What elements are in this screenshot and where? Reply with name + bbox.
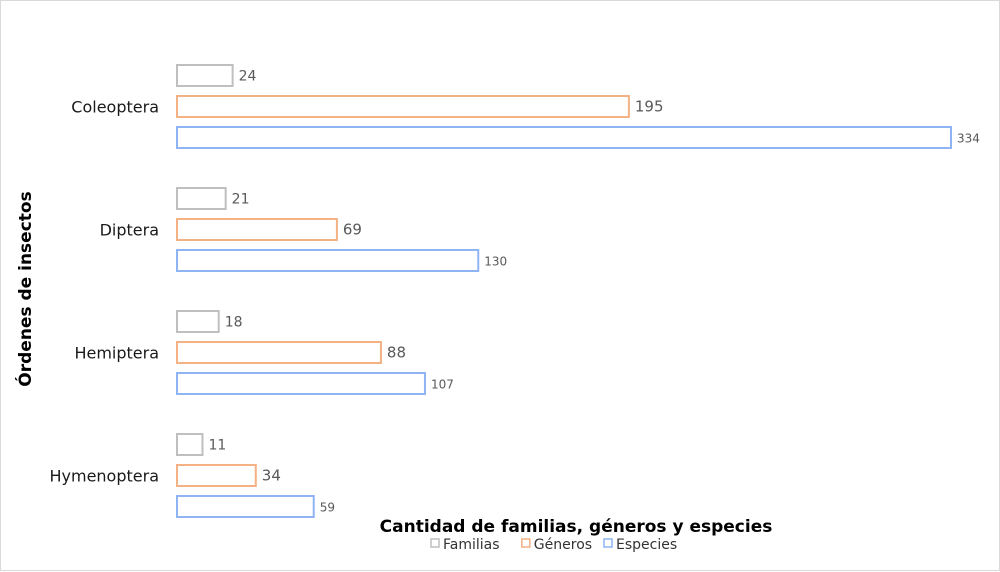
bar-especies-coleoptera (176, 126, 952, 149)
bar-especies-hymenoptera (176, 495, 315, 518)
bar-generos-coleoptera (176, 95, 630, 118)
category-label-coleoptera: Coleoptera (71, 98, 159, 117)
data-label-generos-hymenoptera: 34 (262, 467, 281, 485)
legend: Familias Géneros Especies (430, 537, 677, 553)
data-labels: 24 195 334 21 69 130 18 88 107 11 34 59 (208, 69, 979, 515)
data-label-generos-hemiptera: 88 (387, 344, 406, 362)
data-label-especies-coleoptera: 334 (957, 132, 980, 146)
data-label-familias-hymenoptera: 11 (208, 438, 226, 454)
legend-label-familias: Familias (443, 537, 500, 553)
bar-familias-coleoptera (176, 64, 234, 87)
data-label-familias-coleoptera: 24 (239, 69, 257, 85)
data-label-familias-diptera: 21 (232, 192, 250, 208)
category-label-hymenoptera: Hymenoptera (49, 467, 159, 486)
legend-swatch-especies (603, 538, 613, 548)
bar-generos-diptera (176, 218, 338, 241)
bars-layer (176, 64, 952, 518)
data-label-especies-hymenoptera: 59 (320, 501, 335, 515)
legend-swatch-familias (430, 538, 440, 548)
bar-especies-diptera (176, 249, 480, 272)
bar-familias-hemiptera (176, 310, 220, 333)
category-label-hemiptera: Hemiptera (74, 344, 159, 363)
legend-label-especies: Especies (616, 537, 677, 553)
bar-familias-diptera (176, 187, 227, 210)
x-axis-title: Cantidad de familias, géneros y especies (380, 517, 773, 537)
data-label-especies-diptera: 130 (484, 255, 507, 269)
data-label-especies-hemiptera: 107 (431, 378, 454, 392)
y-axis-title: Órdenes de insectos (14, 191, 36, 386)
data-label-generos-coleoptera: 195 (635, 98, 664, 116)
bar-generos-hemiptera (176, 341, 382, 364)
legend-label-generos: Géneros (534, 537, 592, 553)
category-label-diptera: Diptera (100, 221, 159, 240)
bar-familias-hymenoptera (176, 433, 204, 456)
legend-swatch-generos (521, 538, 531, 548)
category-labels: Coleoptera Diptera Hemiptera Hymenoptera (49, 98, 159, 486)
data-label-generos-diptera: 69 (343, 221, 362, 239)
data-label-familias-hemiptera: 18 (225, 315, 243, 331)
bar-generos-hymenoptera (176, 464, 257, 487)
bar-especies-hemiptera (176, 372, 426, 395)
